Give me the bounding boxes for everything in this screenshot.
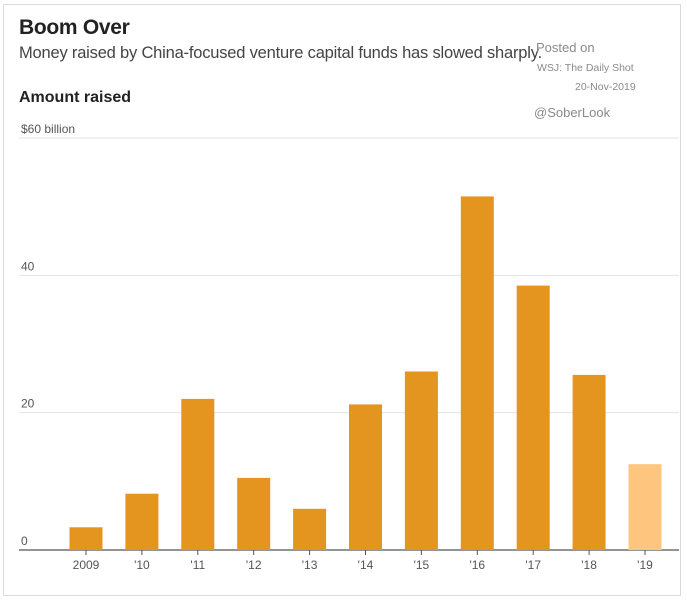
y-tick-labels: 0 20 40 $60 billion [21,122,75,548]
bar-11 [181,398,215,550]
x-tick-label: '15 [414,558,430,572]
bar-13 [293,508,327,550]
bar-15 [404,371,438,550]
y-tick-label: 20 [21,397,35,411]
watermark-posted: Posted on [536,40,595,55]
bar-2009 [69,527,103,550]
x-tick-label: '11 [190,558,205,572]
panel-label: Amount raised [19,89,132,106]
bar-18 [572,374,606,550]
x-tick-label: '10 [134,558,150,572]
bars [69,196,662,550]
bar-14 [349,404,382,550]
x-tick-label: '17 [525,558,541,572]
x-tick-label: '12 [246,558,262,572]
bar-10 [125,493,159,550]
watermark-date: 20-Nov-2019 [575,81,636,93]
bar-19 [628,464,662,550]
y-tick-label: 0 [21,534,28,548]
bar-17 [516,285,550,550]
chart-title: Boom Over [19,16,130,39]
x-tick-label: '18 [581,558,597,572]
x-tick-label: '13 [302,558,318,572]
bar-16 [460,196,494,550]
chart-subtitle: Money raised by China-focused venture ca… [19,44,542,62]
y-tick-label: $60 billion [21,122,75,136]
watermark-handle: @SoberLook [534,105,611,120]
x-tick-label: '16 [469,558,485,572]
x-tick-label: '14 [358,558,374,572]
x-tick-labels: 2009 '10 '11 '12 '13 '14 '15 '16 '17 '18 '19 [73,550,653,572]
chart-frame [3,4,681,596]
x-tick-label: 2009 [73,558,100,572]
watermark-source: WSJ: The Daily Shot [537,62,634,74]
bar-12 [237,477,271,550]
x-tick-label: '19 [637,558,653,572]
y-tick-label: 40 [21,259,35,273]
